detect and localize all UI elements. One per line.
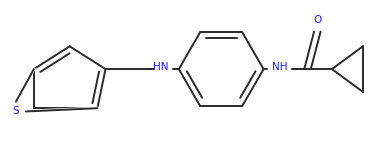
Text: O: O [313, 15, 322, 25]
Text: S: S [13, 106, 19, 116]
Text: NH: NH [272, 62, 288, 73]
Text: HN: HN [153, 62, 169, 73]
